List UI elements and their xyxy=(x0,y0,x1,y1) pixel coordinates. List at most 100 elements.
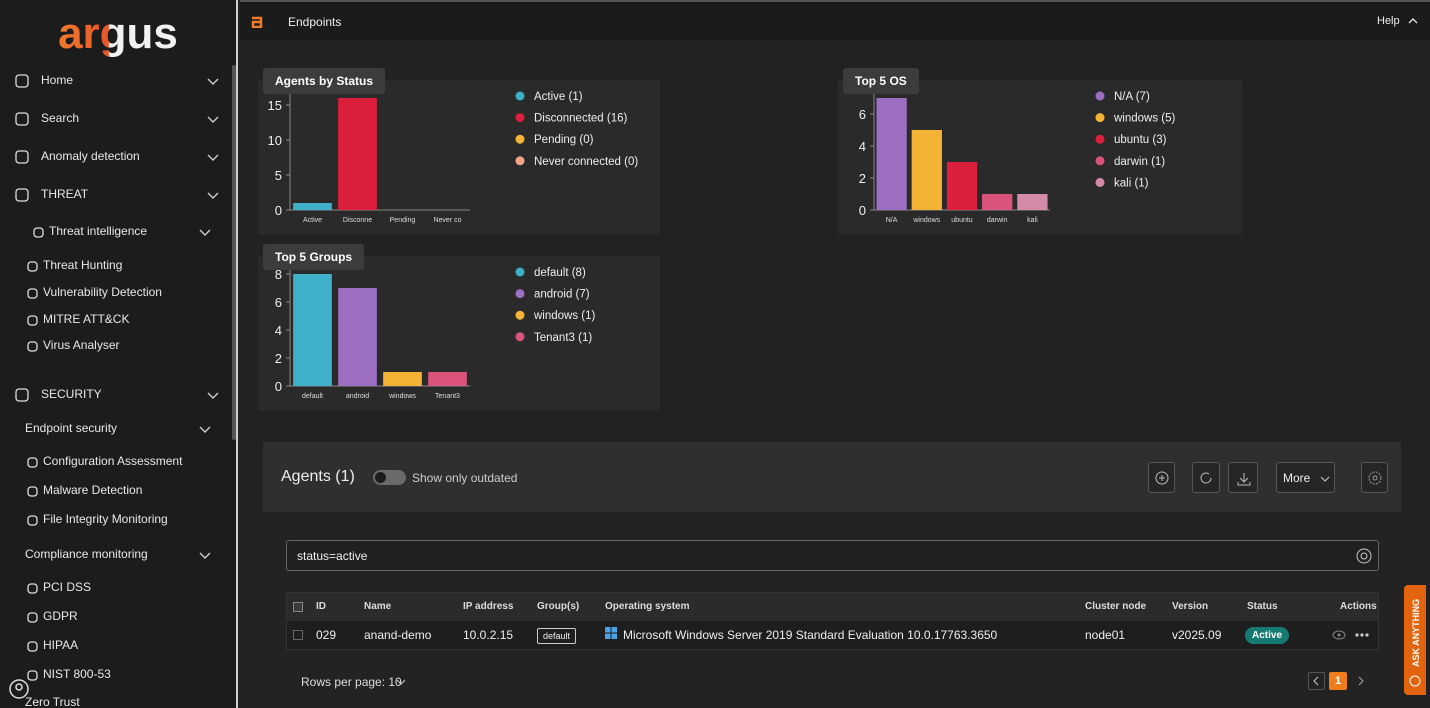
nav-item[interactable]: Anomaly detection xyxy=(41,149,140,163)
x-tick-label: Pending xyxy=(390,217,416,224)
cell-group[interactable]: default xyxy=(537,628,577,644)
bar[interactable] xyxy=(293,203,332,210)
search-icon[interactable] xyxy=(1355,547,1373,565)
column-header[interactable]: Version xyxy=(1172,601,1209,612)
y-tick-label: 0 xyxy=(859,203,866,218)
legend-label[interactable]: windows (1) xyxy=(533,310,596,322)
nav-icon-shape xyxy=(27,641,38,652)
column-header[interactable]: IP address xyxy=(463,601,514,612)
nav-item[interactable]: NIST 800-53 xyxy=(43,667,111,681)
nav-chevron[interactable] xyxy=(207,192,219,200)
bar[interactable] xyxy=(876,98,907,210)
nav-chevron[interactable] xyxy=(207,392,219,400)
y-tick-label: 8 xyxy=(275,267,282,282)
column-header[interactable]: Cluster node xyxy=(1085,601,1147,612)
ask-tab[interactable]: ASK ANYTHING xyxy=(1404,585,1426,695)
nav-chevron[interactable] xyxy=(207,154,219,162)
nav-icon xyxy=(27,261,38,272)
user-icon[interactable] xyxy=(8,678,30,700)
column-header[interactable]: ID xyxy=(316,601,326,612)
nav-item[interactable]: Threat intelligence xyxy=(49,224,148,238)
nav-item[interactable]: SECURITY xyxy=(41,387,102,401)
legend-swatch xyxy=(1095,134,1105,144)
legend-label[interactable]: Tenant3 (1) xyxy=(534,332,592,344)
settings-button[interactable] xyxy=(1361,462,1388,493)
nav-item[interactable]: Search xyxy=(41,111,80,125)
y-tick-label: 6 xyxy=(859,107,866,122)
nav-icon-shape xyxy=(15,188,29,202)
legend-label[interactable]: kali (1) xyxy=(1114,177,1149,189)
legend-label[interactable]: N/A (7) xyxy=(1114,91,1150,103)
column-header[interactable]: Operating system xyxy=(605,601,690,612)
bar[interactable] xyxy=(946,162,978,210)
bar[interactable] xyxy=(428,372,467,386)
bar[interactable] xyxy=(1017,194,1048,210)
row-checkbox[interactable] xyxy=(293,630,303,640)
nav-chevron[interactable] xyxy=(199,229,211,237)
legend-label[interactable]: android (7) xyxy=(534,289,590,301)
bar[interactable] xyxy=(383,372,422,386)
search-box[interactable]: status=active xyxy=(286,540,1379,571)
nav-item[interactable]: Home xyxy=(41,73,74,87)
legend-label[interactable]: Never connected (0) xyxy=(534,156,638,168)
help-chevron[interactable] xyxy=(1408,17,1418,25)
nav-item[interactable]: Malware Detection xyxy=(43,483,143,497)
next-page[interactable] xyxy=(1353,673,1368,689)
bar[interactable] xyxy=(293,274,332,386)
legend-label[interactable]: default (8) xyxy=(534,267,586,279)
toggle[interactable] xyxy=(373,470,406,485)
rows-per-page[interactable]: Rows per page: 10 xyxy=(301,675,402,689)
legend-swatch xyxy=(1095,91,1105,101)
nav-item[interactable]: Zero Trust xyxy=(25,695,80,708)
legend-label[interactable]: Pending (0) xyxy=(534,134,594,146)
help-link[interactable]: Help xyxy=(1377,15,1400,27)
legend-label[interactable]: Active (1) xyxy=(534,91,583,103)
legend-label[interactable]: Disconnected (16) xyxy=(534,113,627,125)
export-button[interactable] xyxy=(1228,462,1258,493)
nav-item[interactable]: Threat Hunting xyxy=(43,258,123,272)
app-icon[interactable] xyxy=(250,14,264,28)
column-header[interactable]: Group(s) xyxy=(537,601,580,612)
row-actions[interactable] xyxy=(1332,628,1372,642)
bar[interactable] xyxy=(982,194,1013,210)
nav-item[interactable]: Compliance monitoring xyxy=(25,547,148,561)
nav-item[interactable]: GDPR xyxy=(43,609,78,623)
add-button[interactable] xyxy=(1148,462,1175,493)
x-tick-label: android xyxy=(346,393,369,400)
current-page[interactable]: 1 xyxy=(1329,672,1347,690)
select-all-checkbox[interactable] xyxy=(293,602,303,612)
nav-item[interactable]: Endpoint security xyxy=(25,421,118,435)
nav-item[interactable]: Configuration Assessment xyxy=(43,454,183,468)
legend-label[interactable]: darwin (1) xyxy=(1114,156,1165,168)
nav-chevron[interactable] xyxy=(207,116,219,124)
nav-item[interactable]: Vulnerability Detection xyxy=(43,285,162,299)
column-header[interactable]: Name xyxy=(364,601,392,612)
y-tick-label: 6 xyxy=(275,295,282,310)
nav-item[interactable]: MITRE ATT&CK xyxy=(43,312,130,326)
nav-item[interactable]: PCI DSS xyxy=(43,580,92,594)
nav-chevron[interactable] xyxy=(207,78,219,86)
nav-item[interactable]: File Integrity Monitoring xyxy=(43,512,168,526)
bar[interactable] xyxy=(338,98,377,210)
scrollbar[interactable] xyxy=(232,65,236,440)
rows-chevron[interactable] xyxy=(396,678,406,686)
ask-svg: ASK ANYTHING xyxy=(1409,599,1421,687)
more-button[interactable]: More xyxy=(1276,462,1335,493)
cell-ip: 10.0.2.15 xyxy=(463,628,514,642)
nav-item[interactable]: HIPAA xyxy=(43,638,79,652)
nav-icon xyxy=(27,288,38,299)
nav-chevron[interactable] xyxy=(199,552,211,560)
nav-item[interactable]: THREAT xyxy=(41,187,89,201)
cell-name[interactable]: anand-demo xyxy=(364,628,432,642)
nav-chevron[interactable] xyxy=(199,426,211,434)
column-header[interactable]: Status xyxy=(1247,601,1278,612)
bar[interactable] xyxy=(338,288,377,386)
prev-page[interactable] xyxy=(1308,672,1325,690)
nav-item[interactable]: Virus Analyser xyxy=(43,338,120,352)
y-tick-label: 4 xyxy=(859,139,866,154)
bar[interactable] xyxy=(911,130,942,210)
refresh-button[interactable] xyxy=(1192,462,1220,493)
legend-label[interactable]: ubuntu (3) xyxy=(1114,134,1167,146)
legend-label[interactable]: windows (5) xyxy=(1113,113,1176,125)
chart-panel: 0 2 4 6 8 default android windows Tenant3 default… xyxy=(258,244,660,411)
